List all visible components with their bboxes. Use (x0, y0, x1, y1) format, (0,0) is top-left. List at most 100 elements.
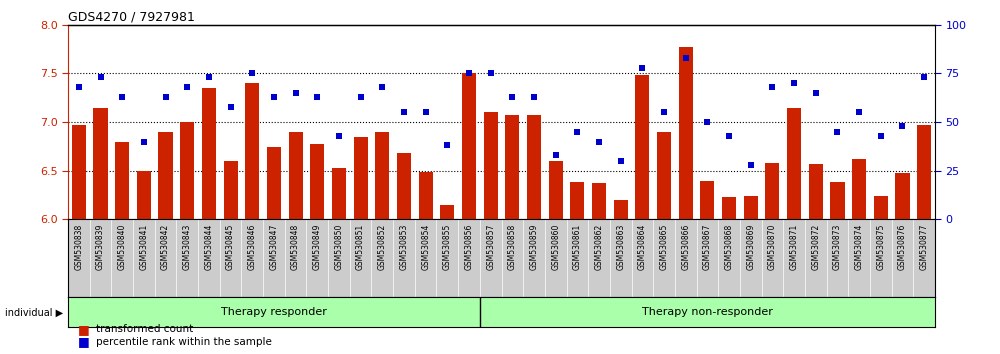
Text: GSM530851: GSM530851 (356, 223, 365, 270)
Text: individual ▶: individual ▶ (5, 307, 63, 318)
Text: percentile rank within the sample: percentile rank within the sample (96, 337, 272, 347)
Bar (614, 200, 628, 219)
Text: GSM530877: GSM530877 (920, 223, 929, 270)
Bar (744, 196, 758, 219)
Text: GSM530856: GSM530856 (464, 223, 473, 270)
Point (721, 133, 737, 138)
Bar (787, 108, 801, 219)
Point (309, 94, 325, 99)
Point (266, 94, 282, 99)
Point (374, 84, 390, 90)
Text: GSM530870: GSM530870 (768, 223, 777, 270)
Bar (180, 122, 194, 219)
Bar (137, 171, 151, 219)
Bar (289, 132, 303, 219)
Text: GSM530857: GSM530857 (486, 223, 495, 270)
Text: GSM530874: GSM530874 (855, 223, 864, 270)
Point (656, 110, 672, 115)
Text: GSM530842: GSM530842 (161, 223, 170, 270)
Bar (115, 142, 129, 219)
Point (331, 133, 347, 138)
Text: GSM530841: GSM530841 (139, 223, 148, 270)
Point (504, 94, 520, 99)
Bar (657, 132, 671, 219)
Point (569, 129, 585, 135)
Point (916, 74, 932, 80)
Point (808, 90, 824, 96)
Text: ■: ■ (78, 323, 90, 336)
Point (114, 94, 130, 99)
Point (829, 129, 845, 135)
Bar (354, 137, 368, 219)
Point (851, 110, 867, 115)
Text: GSM530869: GSM530869 (746, 223, 755, 270)
Text: GSM530844: GSM530844 (204, 223, 213, 270)
Text: GSM530859: GSM530859 (530, 223, 539, 270)
Text: GSM530846: GSM530846 (248, 223, 257, 270)
Text: GSM530873: GSM530873 (833, 223, 842, 270)
Text: GSM530872: GSM530872 (811, 223, 820, 270)
Bar (679, 47, 693, 219)
Text: GSM530862: GSM530862 (595, 223, 604, 270)
Text: GSM530868: GSM530868 (725, 223, 734, 270)
Point (873, 133, 889, 138)
Bar (527, 115, 541, 219)
Text: GSM530848: GSM530848 (291, 223, 300, 270)
Bar (852, 159, 866, 219)
Point (483, 70, 499, 76)
Point (288, 90, 304, 96)
Bar (635, 75, 649, 219)
Text: GSM530865: GSM530865 (660, 223, 669, 270)
Text: GSM530839: GSM530839 (96, 223, 105, 270)
Point (461, 70, 477, 76)
Text: Therapy responder: Therapy responder (221, 307, 327, 318)
Bar (549, 161, 563, 219)
Point (158, 94, 174, 99)
Text: GSM530838: GSM530838 (74, 223, 83, 270)
Point (699, 119, 715, 125)
Text: GSM530858: GSM530858 (508, 223, 517, 270)
Point (71, 84, 87, 90)
Bar (310, 143, 324, 219)
Point (634, 65, 650, 70)
Point (179, 84, 195, 90)
Point (526, 94, 542, 99)
Bar (722, 197, 736, 219)
Bar (765, 163, 779, 219)
Bar (830, 183, 845, 219)
Text: GSM530843: GSM530843 (183, 223, 192, 270)
Text: GSM530853: GSM530853 (399, 223, 408, 270)
Text: GSM530847: GSM530847 (269, 223, 278, 270)
Point (894, 123, 910, 129)
Text: GSM530855: GSM530855 (443, 223, 452, 270)
Bar (158, 132, 173, 219)
Text: GSM530840: GSM530840 (118, 223, 127, 270)
Bar (397, 153, 411, 219)
Point (93, 74, 109, 80)
Text: GSM530850: GSM530850 (334, 223, 343, 270)
Text: GSM530863: GSM530863 (616, 223, 625, 270)
Bar (570, 183, 584, 219)
Point (418, 110, 434, 115)
Bar (462, 74, 476, 219)
Bar (440, 205, 454, 219)
Point (439, 143, 455, 148)
Bar (72, 125, 86, 219)
Bar (224, 161, 238, 219)
Bar (874, 196, 888, 219)
Point (201, 74, 217, 80)
Point (136, 139, 152, 144)
Text: GSM530866: GSM530866 (681, 223, 690, 270)
Bar (419, 172, 433, 219)
Text: Therapy non-responder: Therapy non-responder (642, 307, 773, 318)
Bar (809, 164, 823, 219)
Point (786, 80, 802, 86)
Bar (592, 183, 606, 219)
Text: GSM530875: GSM530875 (876, 223, 885, 270)
Point (396, 110, 412, 115)
Text: GSM530867: GSM530867 (703, 223, 712, 270)
Bar (917, 125, 931, 219)
Bar (267, 147, 281, 219)
Bar (700, 181, 714, 219)
Text: GSM530849: GSM530849 (313, 223, 322, 270)
